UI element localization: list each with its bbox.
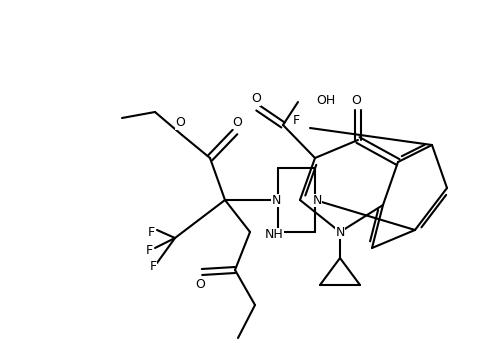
Text: F: F xyxy=(148,226,155,239)
Text: N: N xyxy=(271,194,281,207)
Text: O: O xyxy=(351,94,361,107)
Text: NH: NH xyxy=(265,227,284,240)
Text: O: O xyxy=(251,93,261,106)
Text: F: F xyxy=(150,259,157,272)
Text: O: O xyxy=(195,277,205,290)
Text: F: F xyxy=(146,244,153,257)
Text: O: O xyxy=(232,115,242,128)
Text: F: F xyxy=(293,113,300,126)
Text: OH: OH xyxy=(316,94,335,107)
Text: N: N xyxy=(335,226,345,239)
Text: O: O xyxy=(175,117,185,130)
Text: N: N xyxy=(312,194,322,207)
